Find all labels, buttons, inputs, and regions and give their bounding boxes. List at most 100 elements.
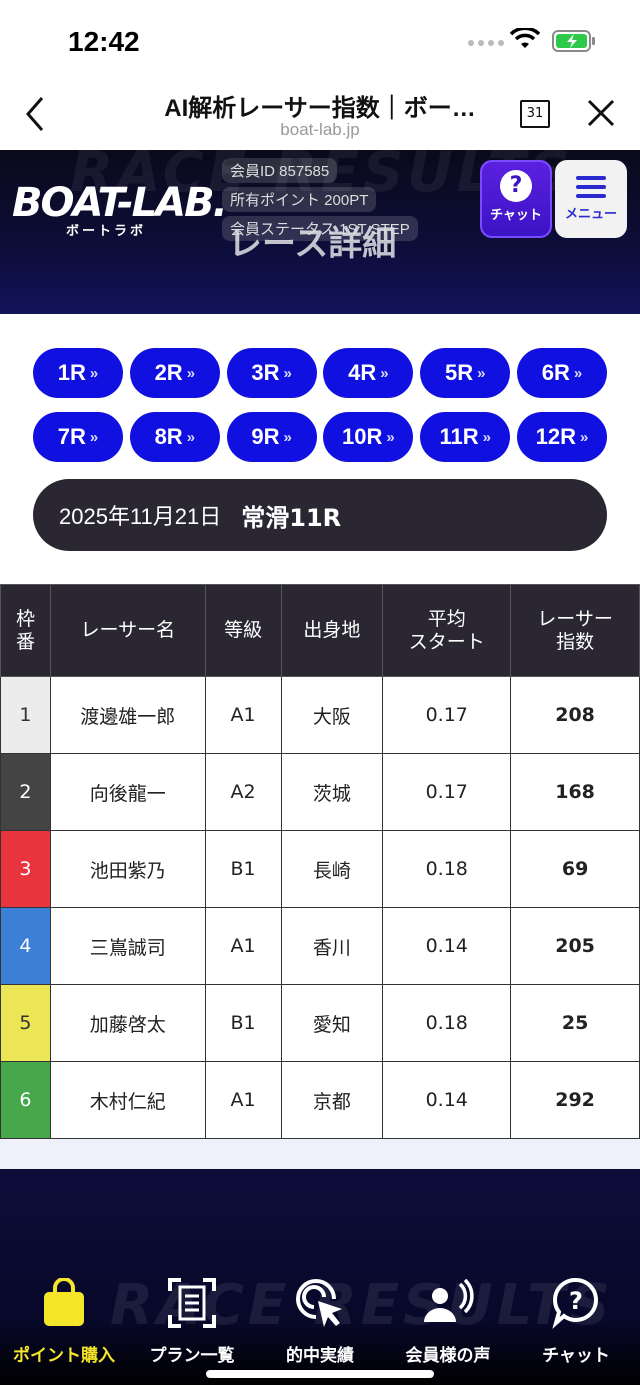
race-selector: 1R» 2R» 3R» 4R» 5R» 6R» 7R» 8R» 9R» 10R» 11R» 12R» xyxy=(33,348,607,462)
tab-point-purchase[interactable]: ポイント購入 xyxy=(0,1275,128,1366)
race-button-12r[interactable]: 12R» xyxy=(516,412,607,462)
racer-name-cell: 木村仁紀 xyxy=(49,1061,206,1139)
table-row: 1 渡邊雄一郎 A1 大阪 0.17 208 xyxy=(0,676,640,754)
chat-button-label: チャット xyxy=(490,208,542,223)
race-button-6r[interactable]: 6R» xyxy=(516,348,607,398)
double-chevron-right-icon: » xyxy=(283,428,292,446)
header-racer-index: レーサー 指数 xyxy=(510,584,640,677)
race-button-2r[interactable]: 2R» xyxy=(129,348,220,398)
grade-cell: A1 xyxy=(204,676,282,754)
close-icon[interactable] xyxy=(586,98,616,128)
racer-name-cell: 向後龍一 xyxy=(49,753,206,831)
origin-cell: 香川 xyxy=(280,907,384,985)
racer-index-cell: 168 xyxy=(510,753,640,831)
menu-button-label: メニュー xyxy=(564,207,617,222)
tab-label: チャット xyxy=(542,1346,610,1366)
race-button-10r[interactable]: 10R» xyxy=(323,412,414,462)
browser-navbar: AI解析レーサー指数｜ボー… boat-lab.jp 31 xyxy=(0,80,640,150)
tab-chat[interactable]: ? チャット xyxy=(512,1275,640,1366)
member-info: 会員ID 857585 所有ポイント 200PT 会員ステータス 1ST STE… xyxy=(222,158,418,245)
race-button-8r[interactable]: 8R» xyxy=(129,412,220,462)
origin-cell: 大阪 xyxy=(280,676,384,754)
double-chevron-right-icon: » xyxy=(386,428,395,446)
racer-index-cell: 292 xyxy=(510,1061,640,1139)
avg-start-cell: 0.17 xyxy=(382,676,512,754)
double-chevron-right-icon: » xyxy=(380,364,389,382)
waku-cell: 3 xyxy=(0,830,51,908)
tab-member-voices[interactable]: 会員様の声 xyxy=(384,1275,512,1366)
double-chevron-right-icon: » xyxy=(579,428,589,446)
race-button-label: 1R xyxy=(57,360,86,385)
double-chevron-right-icon: » xyxy=(477,364,486,382)
waku-cell: 2 xyxy=(0,753,51,831)
chat-button[interactable]: ? チャット xyxy=(480,160,552,238)
race-button-label: 2R xyxy=(154,360,183,385)
back-icon[interactable] xyxy=(20,94,50,134)
race-button-label: 7R xyxy=(57,424,86,449)
race-button-7r[interactable]: 7R» xyxy=(33,412,123,462)
status-time: 12:42 xyxy=(68,26,140,57)
double-chevron-right-icon: » xyxy=(482,428,491,446)
signal-icon xyxy=(468,40,504,46)
main-content: 1R» 2R» 3R» 4R» 5R» 6R» 7R» 8R» 9R» 10R» 11R» 12R» … xyxy=(0,314,640,1169)
member-points: 所有ポイント 200PT xyxy=(222,187,377,212)
racer-name-cell: 三嶌誠司 xyxy=(49,907,206,985)
header-name: レーサー名 xyxy=(49,584,206,677)
race-button-11r[interactable]: 11R» xyxy=(420,412,511,462)
waku-cell: 1 xyxy=(0,676,51,754)
table-header-row: 枠番 レーサー名 等級 出身地 平均 スタート レーサー 指数 xyxy=(0,584,640,677)
avg-start-cell: 0.14 xyxy=(382,1061,512,1139)
racer-name-cell: 池田紫乃 xyxy=(49,830,206,908)
footer-watermark: RACE RESULTS xyxy=(110,1273,614,1338)
table-row: 6 木村仁紀 A1 京都 0.14 292 xyxy=(0,1061,640,1139)
origin-cell: 京都 xyxy=(280,1061,384,1139)
tab-plan-list[interactable]: プラン一覧 xyxy=(128,1275,256,1366)
member-id: 会員ID 857585 xyxy=(222,158,338,183)
grade-cell: B1 xyxy=(204,830,282,908)
status-bar: 12:42 xyxy=(0,0,640,80)
tab-hit-results[interactable]: 的中実績 xyxy=(256,1275,384,1366)
racer-index-cell: 69 xyxy=(510,830,640,908)
race-date: 2025年11月21日 xyxy=(59,504,222,529)
race-button-label: 4R xyxy=(348,360,377,385)
target-cursor-icon xyxy=(296,1279,342,1327)
double-chevron-right-icon: » xyxy=(186,364,196,382)
site-logo[interactable]: BOAT-LAB. xyxy=(12,180,228,226)
grade-cell: A1 xyxy=(204,907,282,985)
double-chevron-right-icon: » xyxy=(573,364,583,382)
svg-text:?: ? xyxy=(569,1287,583,1315)
race-info-bar: 2025年11月21日 常滑11R xyxy=(33,479,607,551)
origin-cell: 茨城 xyxy=(280,753,384,831)
calendar-icon[interactable]: 31 xyxy=(520,100,550,128)
waku-cell: 6 xyxy=(0,1061,51,1139)
page-title: AI解析レーサー指数｜ボー… xyxy=(164,95,476,122)
race-button-5r[interactable]: 5R» xyxy=(420,348,511,398)
racer-index-cell: 205 xyxy=(510,907,640,985)
site-logo-sub: ボートラボ xyxy=(66,224,147,239)
racer-index-cell: 208 xyxy=(510,676,640,754)
waku-cell: 5 xyxy=(0,984,51,1062)
origin-cell: 長崎 xyxy=(280,830,384,908)
double-chevron-right-icon: » xyxy=(89,428,99,446)
question-icon: ? xyxy=(500,170,532,202)
race-button-label: 10R xyxy=(342,424,383,449)
grade-cell: A1 xyxy=(204,1061,282,1139)
race-button-label: 9R xyxy=(251,424,280,449)
voice-user-icon xyxy=(424,1278,474,1322)
menu-button[interactable]: メニュー xyxy=(555,160,627,238)
header-grade: 等級 xyxy=(204,584,282,677)
document-scan-icon xyxy=(168,1278,216,1328)
race-button-1r[interactable]: 1R» xyxy=(33,348,123,398)
race-button-3r[interactable]: 3R» xyxy=(226,348,317,398)
tab-label: 的中実績 xyxy=(286,1346,354,1366)
race-button-label: 5R xyxy=(444,360,474,385)
origin-cell: 愛知 xyxy=(280,984,384,1062)
race-button-label: 6R xyxy=(541,360,570,385)
double-chevron-right-icon: » xyxy=(283,364,292,382)
header-ghost-title: レース詳細 xyxy=(228,224,397,264)
race-button-9r[interactable]: 9R» xyxy=(226,412,317,462)
racer-name-cell: 渡邊雄一郎 xyxy=(49,676,206,754)
race-button-4r[interactable]: 4R» xyxy=(323,348,414,398)
header-origin: 出身地 xyxy=(280,584,384,677)
tab-label: 会員様の声 xyxy=(405,1346,491,1366)
